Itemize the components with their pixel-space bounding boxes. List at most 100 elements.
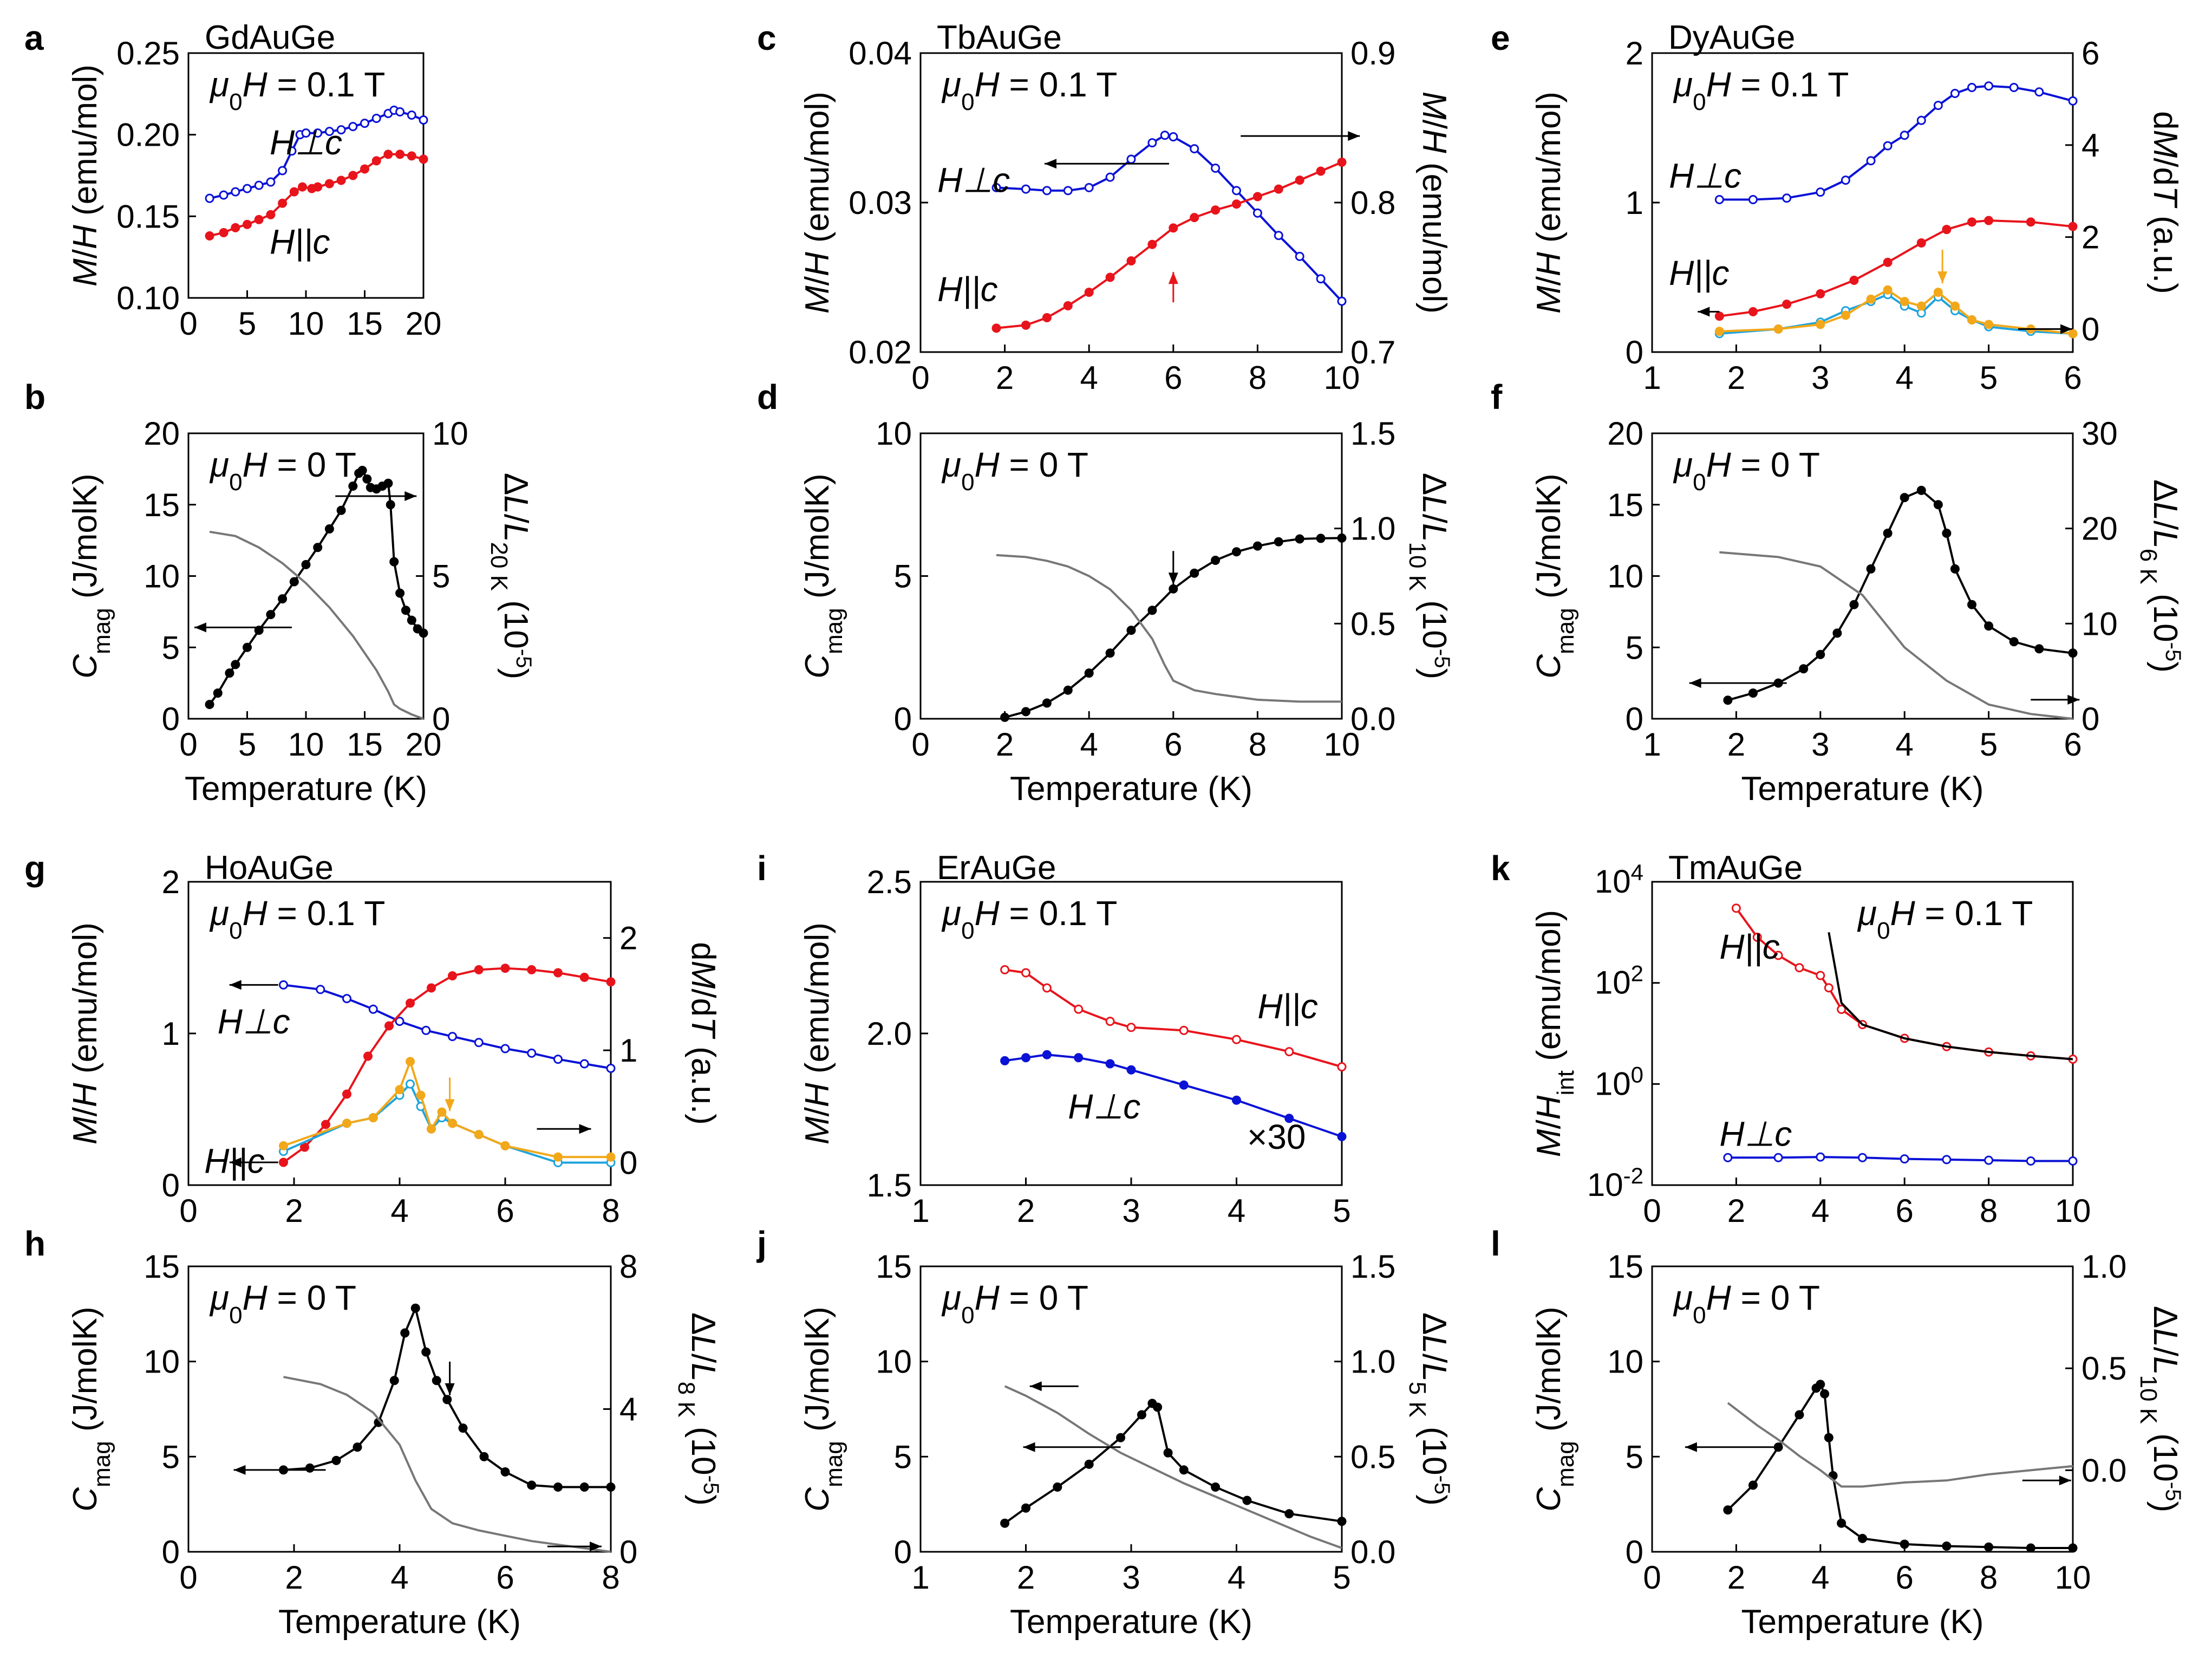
y-tick-label: 15 <box>1607 1248 1643 1285</box>
data-point <box>243 219 252 229</box>
data-point <box>579 1059 589 1069</box>
data-point <box>243 184 252 193</box>
field-label: μ0H = 0 T <box>1673 445 1820 496</box>
data-point <box>368 1113 378 1123</box>
data-point <box>1723 1153 1733 1162</box>
panel-d: d 0 2 4 6 8 10 Temperature (K) 0 5 10 Cmag (J/molK)… <box>757 378 1454 808</box>
y-tick-label: 0.15 <box>116 198 180 235</box>
data-point <box>1337 157 1347 167</box>
data-point <box>363 1051 373 1061</box>
data-point <box>406 1057 415 1066</box>
data-point <box>342 1089 351 1099</box>
x-tick-label: 2 <box>1727 726 1745 763</box>
data-point <box>1933 500 1943 510</box>
y-tick-label: 10 <box>876 1344 912 1380</box>
data-point <box>1242 1495 1252 1505</box>
data-point <box>279 980 288 990</box>
x-tick-label: 2 <box>996 726 1014 763</box>
data-point <box>1782 193 1792 203</box>
x-tick-label: 6 <box>496 1193 514 1229</box>
y-tick-label: 0 <box>162 1534 180 1570</box>
data-point <box>1900 1154 1909 1164</box>
y-tick-label: 0.25 <box>116 35 180 71</box>
data-point <box>278 594 288 604</box>
data-point <box>579 972 589 982</box>
x-tick-label: 8 <box>1249 726 1267 763</box>
data-point <box>1824 1433 1833 1442</box>
data-point <box>243 642 252 652</box>
data-point <box>1967 82 1977 92</box>
x-tick-label: 4 <box>1080 726 1098 763</box>
y-tick-label: 20 <box>1607 415 1643 452</box>
data-point <box>389 557 399 567</box>
y-axis-label: Cmag (J/molK) <box>1530 1306 1579 1511</box>
data-point <box>1900 493 1909 503</box>
y2-tick-label: 1.5 <box>1350 415 1395 452</box>
series-line-1 <box>1719 551 2073 720</box>
data-point <box>231 660 240 669</box>
data-point <box>231 223 240 232</box>
panel-label: f <box>1491 378 1503 417</box>
data-point <box>1042 313 1052 323</box>
data-point <box>1190 144 1199 154</box>
field-label: μ0H = 0 T <box>209 1278 356 1329</box>
y-tick-label: 10 <box>876 415 912 452</box>
data-point <box>1000 1518 1010 1528</box>
y-axis-label: Cmag (J/molK) <box>67 1306 115 1511</box>
x-tick-label: 6 <box>1896 1559 1914 1596</box>
data-point <box>553 1055 563 1064</box>
data-point <box>395 149 405 159</box>
x-tick-label: 3 <box>1122 1559 1140 1596</box>
data-point <box>2068 96 2078 106</box>
data-point <box>1337 533 1347 543</box>
data-point <box>500 964 510 973</box>
x-axis-label: Temperature (K) <box>185 770 427 808</box>
data-point <box>1984 320 1994 329</box>
y-axis-label: Cmag (J/molK) <box>799 473 847 678</box>
data-point <box>606 1063 616 1073</box>
y-tick-label: 0 <box>1626 334 1643 370</box>
data-point <box>1900 1539 1909 1549</box>
x-tick-label: 5 <box>1333 1193 1350 1229</box>
series-line-1 <box>283 967 611 1163</box>
x-tick-label: 4 <box>1811 1559 1829 1596</box>
x-tick-label: 2 <box>996 360 1014 396</box>
y-axis-label: M/H (emu/mol) <box>67 64 104 287</box>
data-point <box>1147 239 1157 249</box>
panel-h: h 0 2 4 6 8 Temperature (K) 0 5 10 15 Cmag (J/molK)… <box>24 1224 723 1641</box>
data-point <box>1169 584 1178 594</box>
y2-tick-label: 2 <box>619 920 637 957</box>
panel-c: c TbAuGe 0 2 4 6 8 10 0.02 0.03 0.04 M/H (emu/mol) 0… <box>757 18 1453 396</box>
series-line-1 <box>996 554 1342 703</box>
panel-label: k <box>1491 849 1510 888</box>
series-line-0 <box>1004 968 1342 1068</box>
panel-title: DyAuGe <box>1668 19 1795 56</box>
data-point <box>1232 547 1241 557</box>
data-point <box>383 478 393 488</box>
data-point <box>419 154 428 164</box>
y-tick-label: 104 <box>1595 860 1643 900</box>
data-point <box>432 1376 441 1386</box>
y-axis-label: M/Hint (emu/mol) <box>1530 910 1579 1157</box>
arrow-1-head <box>229 980 242 990</box>
data-point <box>1042 186 1052 196</box>
data-point <box>1169 223 1178 233</box>
x-axis-label: Temperature (K) <box>278 1603 521 1641</box>
y-axis-label: M/H (emu/mol) <box>799 922 836 1144</box>
data-point <box>1883 285 1893 295</box>
data-point <box>1063 301 1073 310</box>
x-tick-label: 6 <box>1896 1193 1914 1229</box>
data-point <box>1074 1053 1084 1063</box>
data-point <box>1723 1505 1733 1515</box>
data-point <box>348 122 358 132</box>
panel-label: j <box>756 1224 767 1263</box>
data-point <box>1900 297 1909 307</box>
data-point <box>1773 951 1783 960</box>
data-point <box>1816 971 1825 980</box>
x-tick-label: 4 <box>1896 360 1914 396</box>
y-tick-label: 5 <box>894 1439 912 1475</box>
data-point <box>479 1452 489 1461</box>
data-point <box>289 577 299 587</box>
x-tick-label: 6 <box>496 1559 514 1596</box>
y-axis-label: M/H (emu/mol) <box>799 92 836 314</box>
